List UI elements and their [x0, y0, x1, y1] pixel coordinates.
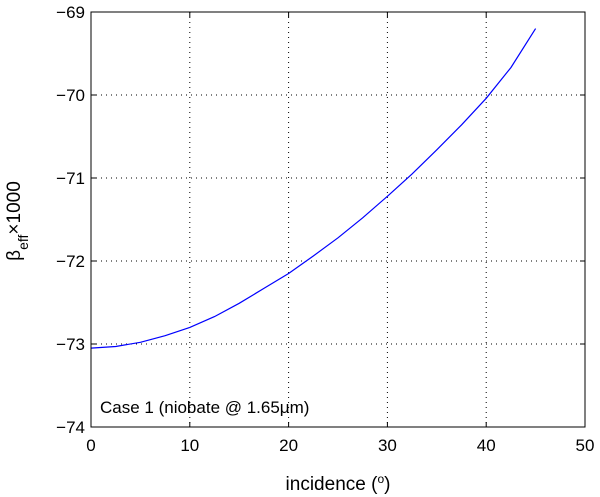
y-tick-label: −69 [56, 3, 85, 22]
x-tick-label: 0 [86, 436, 95, 455]
y-tick-label: −73 [56, 335, 85, 354]
plot-frame [90, 11, 586, 428]
x-tick-label: 20 [279, 436, 298, 455]
tick-marks [90, 11, 586, 428]
x-tick-label: 10 [180, 436, 199, 455]
y-tick-labels: −74 −73 −72 −71 −70 −69 [56, 3, 85, 437]
y-tick-label: −74 [56, 418, 85, 437]
x-tick-label: 40 [477, 436, 496, 455]
x-tick-label: 30 [378, 436, 397, 455]
y-axis-label: βeff×1000 [4, 181, 31, 261]
y-tick-label: −72 [56, 252, 85, 271]
x-tick-label: 50 [576, 436, 595, 455]
x-axis-label: incidence (o) [286, 472, 391, 495]
grid-lines [91, 12, 585, 427]
data-series-line [90, 28, 537, 349]
x-tick-labels: 0 10 20 30 40 50 [86, 436, 594, 455]
y-tick-label: −70 [56, 86, 85, 105]
y-tick-label: −71 [56, 169, 85, 188]
chart-annotation: Case 1 (niobate @ 1.65μm) [100, 398, 309, 417]
